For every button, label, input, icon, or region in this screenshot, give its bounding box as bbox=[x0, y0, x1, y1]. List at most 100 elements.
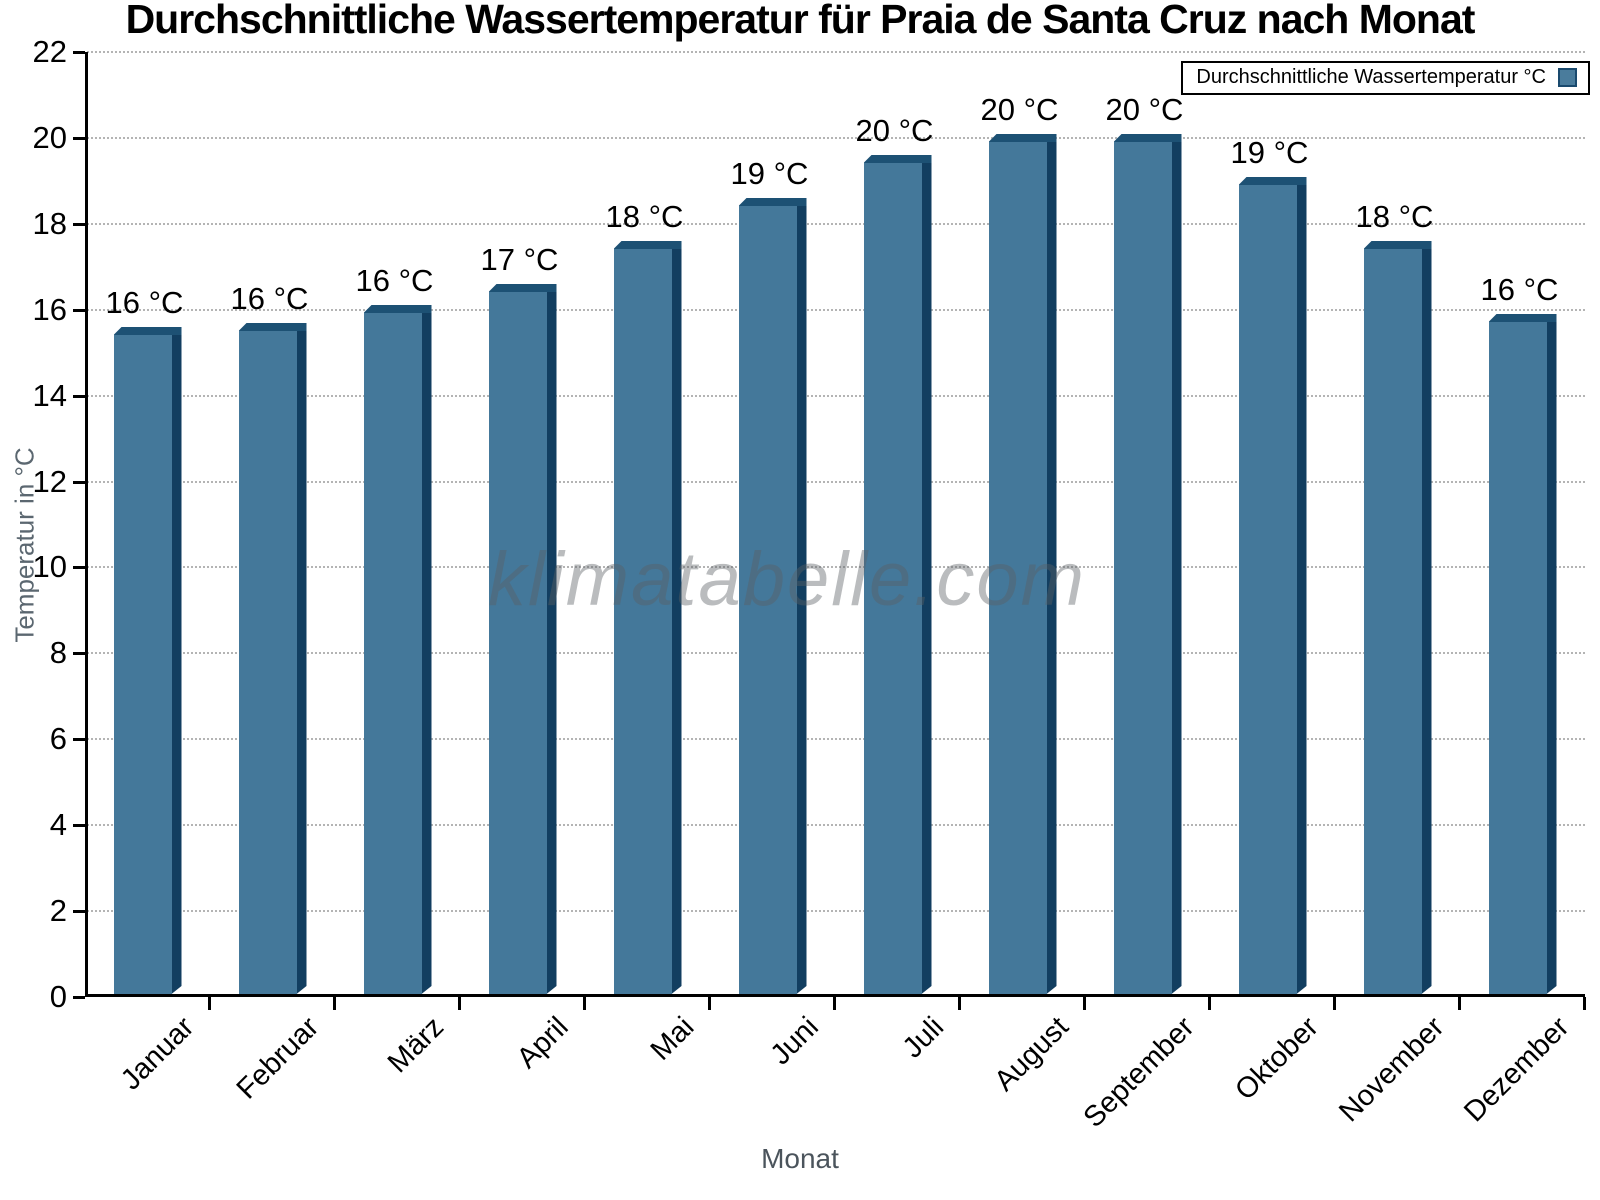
x-tick-label-august: August bbox=[988, 1011, 1076, 1098]
x-axis-tick bbox=[583, 997, 586, 1010]
bar-august bbox=[988, 134, 1057, 994]
bar-side-face bbox=[172, 335, 182, 994]
bar-value-label: 16 °C bbox=[230, 281, 309, 316]
bar-front-face bbox=[363, 313, 422, 994]
gridline bbox=[87, 738, 1585, 741]
bar-side-face bbox=[547, 292, 557, 994]
bar-top-face bbox=[863, 155, 932, 163]
x-axis-tick bbox=[708, 997, 711, 1010]
y-tick-label: 4 bbox=[49, 807, 67, 843]
y-tick-label: 20 bbox=[32, 119, 67, 155]
bar-juli bbox=[863, 155, 932, 994]
y-axis-tick bbox=[73, 738, 85, 742]
bar-value-label: 16 °C bbox=[355, 263, 434, 298]
bar-front-face bbox=[113, 335, 172, 994]
bar-juni bbox=[738, 198, 807, 994]
x-axis-title: Monat bbox=[761, 1143, 839, 1174]
bar-dezember bbox=[1488, 314, 1557, 994]
bar-front-face bbox=[488, 292, 547, 994]
y-tick-label: 22 bbox=[32, 34, 67, 69]
gridline bbox=[87, 480, 1585, 483]
bar-front-face bbox=[1363, 249, 1422, 994]
x-tick-label-märz: März bbox=[381, 1011, 451, 1080]
gridline bbox=[87, 136, 1585, 139]
bar-märz bbox=[363, 305, 432, 994]
x-axis-tick bbox=[1333, 997, 1336, 1010]
bar-top-face bbox=[988, 134, 1057, 142]
x-axis-tick bbox=[333, 997, 336, 1010]
bar-value-label: 19 °C bbox=[1230, 135, 1309, 170]
x-tick-label-januar: Januar bbox=[114, 1011, 201, 1097]
bar-side-face bbox=[1047, 142, 1057, 994]
bar-value-label: 20 °C bbox=[855, 113, 934, 148]
bar-februar bbox=[238, 323, 307, 994]
legend: Durchschnittliche Wassertemperatur °C bbox=[1181, 61, 1590, 95]
y-axis-tick bbox=[73, 394, 85, 398]
y-tick-label: 8 bbox=[49, 635, 67, 671]
y-tick-label: 12 bbox=[32, 463, 67, 499]
bar-september bbox=[1113, 134, 1182, 994]
y-tick-label: 18 bbox=[32, 205, 67, 241]
bar-value-label: 20 °C bbox=[980, 92, 1059, 127]
x-tick-label-februar: Februar bbox=[230, 1011, 326, 1106]
bar-front-face bbox=[988, 142, 1047, 994]
bar-top-face bbox=[613, 241, 682, 249]
x-tick-label-september: September bbox=[1077, 1011, 1201, 1134]
y-axis-line bbox=[85, 52, 88, 997]
y-tick-label: 10 bbox=[32, 549, 67, 585]
x-axis-tick bbox=[1208, 997, 1211, 1010]
gridline bbox=[87, 910, 1585, 913]
legend-swatch-icon bbox=[1558, 68, 1577, 87]
bar-side-face bbox=[1547, 322, 1557, 994]
x-axis-tick bbox=[958, 997, 961, 1010]
y-axis-tick bbox=[73, 308, 85, 312]
y-tick-label: 6 bbox=[49, 721, 67, 757]
bar-top-face bbox=[238, 323, 307, 331]
bar-value-label: 19 °C bbox=[730, 156, 809, 191]
bar-top-face bbox=[363, 305, 432, 313]
gridline bbox=[87, 824, 1585, 827]
bar-front-face bbox=[863, 163, 922, 994]
legend-label: Durchschnittliche Wassertemperatur °C bbox=[1196, 66, 1546, 88]
x-axis-tick bbox=[458, 997, 461, 1010]
x-tick-label-dezember: Dezember bbox=[1457, 1011, 1576, 1129]
x-axis-tick bbox=[1458, 997, 1461, 1010]
bar-front-face bbox=[738, 206, 797, 994]
gridline bbox=[87, 308, 1585, 311]
y-axis-tick bbox=[73, 566, 85, 570]
chart-title: Durchschnittliche Wassertemperatur für P… bbox=[125, 0, 1476, 42]
bar-side-face bbox=[1172, 142, 1182, 994]
gridline bbox=[87, 566, 1585, 569]
y-axis-tick bbox=[73, 480, 85, 484]
bar-side-face bbox=[672, 249, 682, 994]
bar-top-face bbox=[113, 327, 182, 335]
bar-front-face bbox=[1238, 185, 1297, 994]
bar-side-face bbox=[297, 331, 307, 994]
x-axis-tick bbox=[208, 997, 211, 1010]
bar-side-face bbox=[422, 313, 432, 994]
y-axis-tick bbox=[73, 824, 85, 828]
x-tick-label-oktober: Oktober bbox=[1229, 1011, 1326, 1107]
y-axis-tick bbox=[73, 652, 85, 656]
x-tick-label-juni: Juni bbox=[764, 1011, 826, 1072]
gridline bbox=[87, 394, 1585, 397]
x-tick-label-mai: Mai bbox=[644, 1011, 701, 1067]
x-axis-line bbox=[85, 994, 1585, 997]
x-tick-label-november: November bbox=[1332, 1011, 1451, 1129]
bar-mai bbox=[613, 241, 682, 994]
bar-value-label: 20 °C bbox=[1105, 92, 1184, 127]
plot-area: klimatabelle.com 0 2 4 6 8 10 12 14 16 18 20 22 16 °… bbox=[33, 34, 1586, 1134]
x-axis-tick bbox=[833, 997, 836, 1010]
bar-top-face bbox=[488, 284, 557, 292]
y-tick-label: 0 bbox=[49, 979, 67, 1014]
bar-top-face bbox=[1113, 134, 1182, 142]
bar-top-face bbox=[1488, 314, 1557, 322]
bar-side-face bbox=[797, 206, 807, 994]
bar-value-label: 16 °C bbox=[1480, 272, 1559, 307]
bar-front-face bbox=[1113, 142, 1172, 994]
bar-front-face bbox=[238, 331, 297, 994]
bar-november bbox=[1363, 241, 1432, 994]
bar-oktober bbox=[1238, 177, 1307, 994]
y-tick-label: 14 bbox=[32, 377, 67, 413]
y-axis-tick bbox=[73, 910, 85, 914]
